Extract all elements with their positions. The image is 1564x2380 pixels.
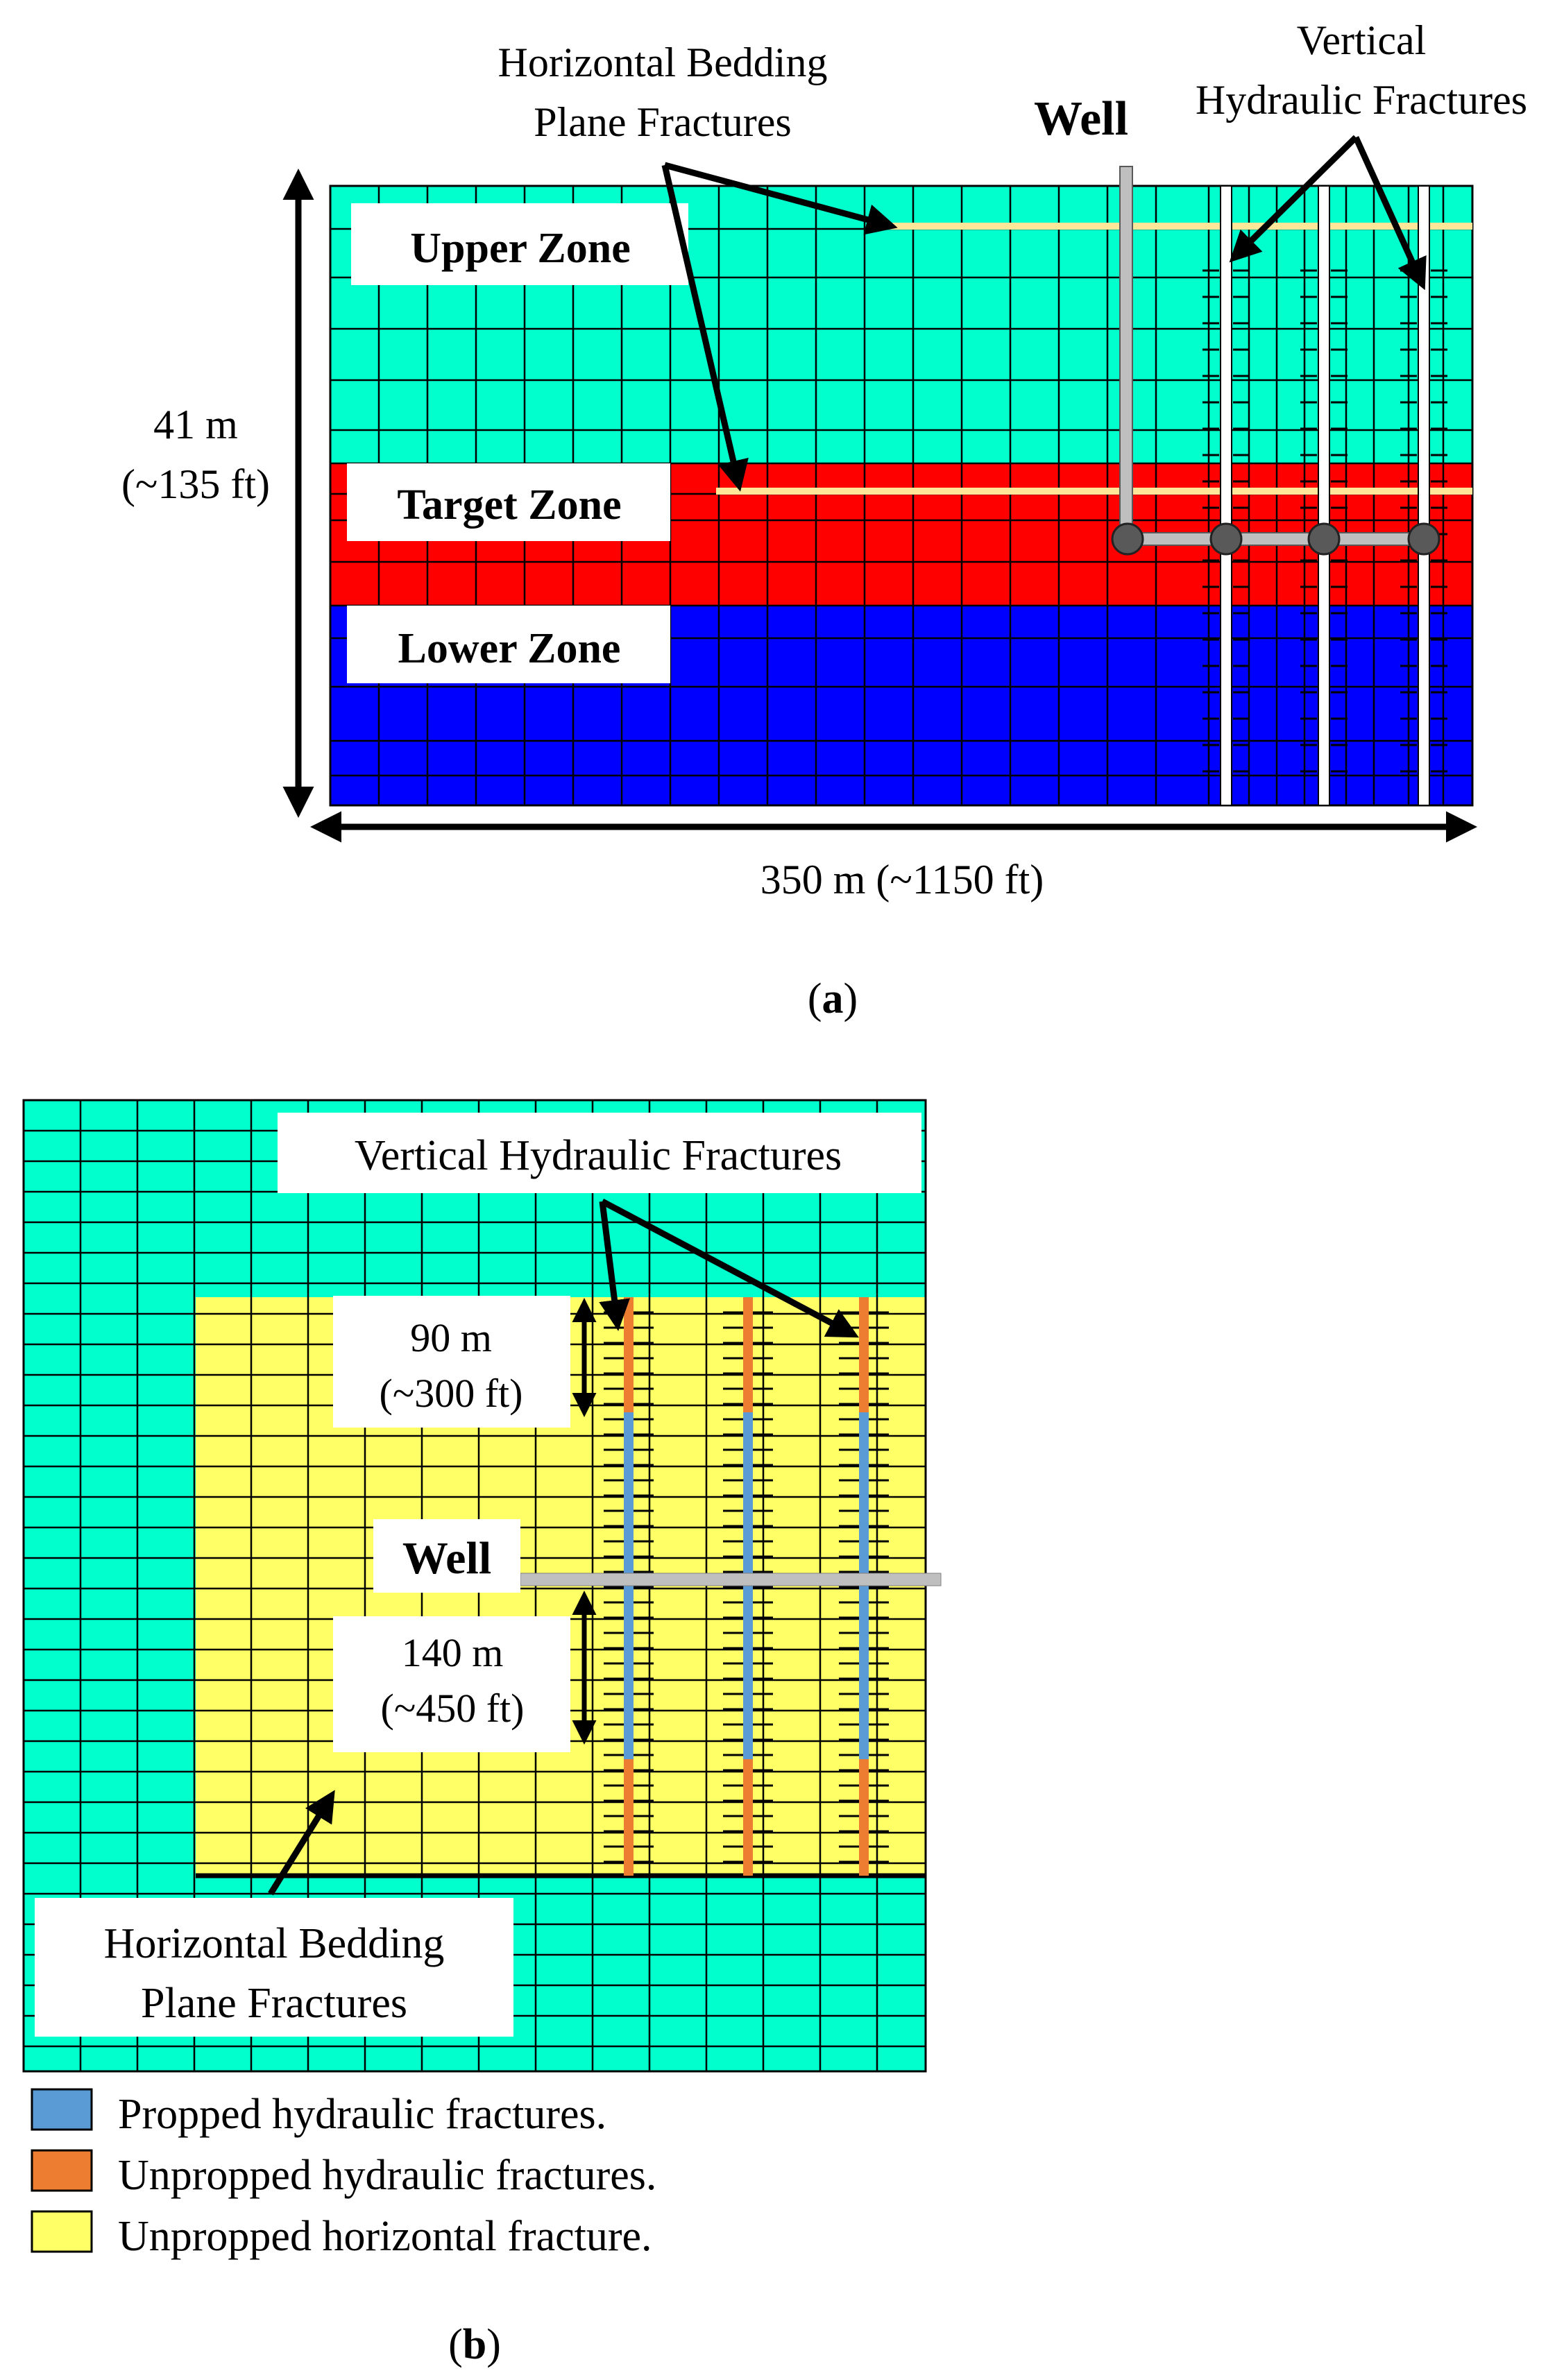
well-label-b: Well <box>402 1533 491 1584</box>
vertical-fractures-label-a-line2: Hydraulic Fractures <box>1196 77 1527 123</box>
horizontal-fractures-label-a-line2: Plane Fractures <box>534 99 792 145</box>
caption-a-letter: a <box>822 975 844 1022</box>
panel-b: Vertical Hydraulic Fractures 90 m (~300 … <box>22 1099 942 2073</box>
vertical-hydraulic-fractures-a <box>1202 185 1447 806</box>
caption-a: (a) <box>808 975 858 1022</box>
target-zone-label: Target Zone <box>397 481 621 529</box>
vertical-fracture-a <box>1220 185 1232 806</box>
horizontal-fractures-label-b-line2: Plane Fractures <box>141 1980 407 2027</box>
well-stage-node <box>1407 522 1440 556</box>
caption-b: (b) <box>448 2321 501 2368</box>
vertical-fracture-a <box>1318 185 1330 806</box>
caption-b-letter: b <box>463 2321 486 2368</box>
legend-swatch-unpropped-horizontal <box>31 2210 93 2253</box>
unpropped-fracture-segment <box>743 1297 753 1412</box>
width-label: 350 m (~1150 ft) <box>760 857 1044 902</box>
legend-swatch-unpropped-hydraulic <box>31 2149 93 2192</box>
well-b <box>520 1573 942 1586</box>
well-stage-node <box>1307 522 1341 556</box>
legend-label-unpropped-hydraulic: Unpropped hydraulic fractures. <box>118 2152 656 2199</box>
horizontal-fractures-label-b-line1: Horizontal Bedding <box>104 1920 445 1967</box>
unpropped-fracture-segment <box>743 1759 753 1876</box>
well-stage-node <box>1209 522 1243 556</box>
legend-swatch-propped <box>31 2088 93 2131</box>
vertical-fractures-label-b: Vertical Hydraulic Fractures <box>355 1132 842 1179</box>
unpropped-fracture-segment <box>859 1759 869 1876</box>
lower-zone-label: Lower Zone <box>398 625 621 672</box>
legend-label-propped: Propped hydraulic fractures. <box>118 2091 606 2138</box>
well-label-a: Well <box>1034 92 1128 146</box>
height-ft-label: (~135 ft) <box>121 461 270 507</box>
panel-a: Upper Zone Target Zone Lower Zone Horizo… <box>104 17 1527 1022</box>
well-stage-node <box>1111 522 1144 556</box>
upper-length-m-label: 90 m <box>410 1315 492 1360</box>
pointer-arrows-a <box>661 135 1427 492</box>
pointer-arrows-b <box>268 1199 859 1896</box>
legend-label-unpropped-horizontal: Unpropped horizontal fracture. <box>118 2213 652 2260</box>
vertical-hydraulic-fractures-b <box>604 1297 889 1876</box>
vertical-fracture-a <box>1418 185 1430 806</box>
unpropped-fracture-segment <box>624 1297 634 1412</box>
well-a <box>1111 166 1440 556</box>
legend: Propped hydraulic fractures. Unpropped h… <box>31 2088 656 2260</box>
upper-length-ft-label: (~300 ft) <box>380 1371 523 1416</box>
upper-zone-label: Upper Zone <box>410 225 631 272</box>
height-m-label: 41 m <box>153 402 238 447</box>
lower-length-ft-label: (~450 ft) <box>381 1686 525 1731</box>
unpropped-fracture-segment <box>624 1759 634 1876</box>
unpropped-fracture-segment <box>859 1297 869 1412</box>
horizontal-fractures-label-a-line1: Horizontal Bedding <box>498 40 828 85</box>
vertical-fractures-label-a-line1: Vertical <box>1297 17 1427 63</box>
lower-length-m-label: 140 m <box>402 1630 504 1675</box>
